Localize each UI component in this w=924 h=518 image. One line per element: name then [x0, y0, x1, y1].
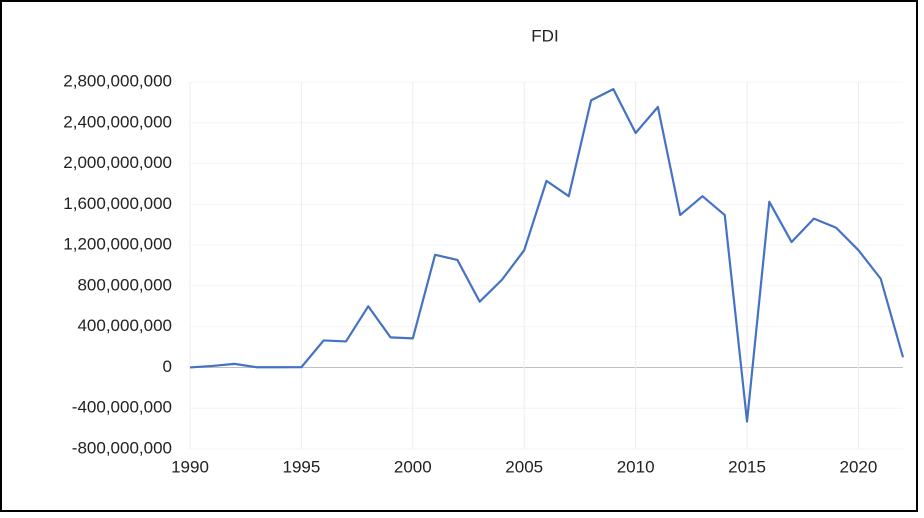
data-line — [189, 88, 905, 423]
x-tick-label: 2000 — [394, 457, 432, 476]
y-tick-label: 2,000,000,000 — [63, 153, 172, 172]
x-tick-label: 2015 — [728, 457, 766, 476]
x-tick-label: 1990 — [171, 457, 209, 476]
y-tick-label: 2,800,000,000 — [63, 71, 172, 90]
y-tick-label: 800,000,000 — [77, 275, 172, 294]
y-tick-label: 0 — [163, 357, 172, 376]
x-tick-label: 2020 — [840, 457, 878, 476]
x-tick-label: 2005 — [505, 457, 543, 476]
y-tick-label: 1,200,000,000 — [63, 235, 172, 254]
y-tick-label: 2,400,000,000 — [63, 112, 172, 131]
chart-title: FDI — [531, 26, 558, 45]
x-tick-label: 2010 — [617, 457, 655, 476]
y-tick-label: 1,600,000,000 — [63, 194, 172, 213]
x-tick-label: 1995 — [282, 457, 320, 476]
y-tick-label: -400,000,000 — [72, 398, 172, 417]
y-tick-label: 400,000,000 — [77, 316, 172, 335]
y-tick-label: -800,000,000 — [72, 438, 172, 457]
